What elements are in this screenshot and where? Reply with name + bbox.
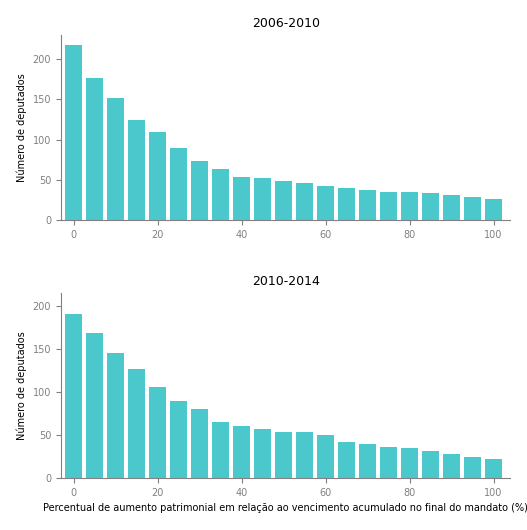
- Bar: [275, 431, 292, 478]
- Bar: [464, 456, 481, 478]
- Y-axis label: Número de deputados: Número de deputados: [17, 73, 27, 182]
- Bar: [380, 192, 397, 220]
- Bar: [443, 454, 461, 478]
- Bar: [359, 444, 376, 478]
- Bar: [86, 333, 103, 478]
- Bar: [191, 161, 208, 220]
- Bar: [253, 429, 271, 478]
- Bar: [359, 190, 376, 220]
- Title: 2010-2014: 2010-2014: [252, 275, 319, 288]
- Bar: [422, 193, 440, 220]
- Bar: [401, 192, 418, 220]
- Bar: [212, 170, 229, 220]
- Bar: [86, 78, 103, 220]
- Bar: [128, 369, 145, 478]
- Bar: [149, 387, 167, 478]
- Bar: [422, 450, 440, 478]
- Bar: [233, 176, 250, 220]
- Bar: [170, 148, 188, 220]
- Bar: [170, 401, 188, 478]
- Bar: [65, 46, 82, 220]
- Bar: [317, 187, 334, 220]
- Bar: [464, 197, 481, 220]
- Bar: [212, 422, 229, 478]
- X-axis label: Percentual de aumento patrimonial em relação ao vencimento acumulado no final do: Percentual de aumento patrimonial em rel…: [43, 504, 527, 514]
- Bar: [107, 98, 124, 220]
- Bar: [338, 188, 355, 220]
- Bar: [253, 178, 271, 220]
- Bar: [149, 131, 167, 220]
- Bar: [233, 427, 250, 478]
- Bar: [317, 435, 334, 478]
- Bar: [107, 353, 124, 478]
- Bar: [65, 314, 82, 478]
- Bar: [296, 183, 314, 220]
- Bar: [275, 181, 292, 220]
- Bar: [380, 447, 397, 478]
- Bar: [443, 195, 461, 220]
- Bar: [191, 409, 208, 478]
- Title: 2006-2010: 2006-2010: [251, 16, 320, 30]
- Bar: [485, 199, 502, 220]
- Bar: [338, 442, 355, 478]
- Bar: [128, 120, 145, 220]
- Y-axis label: Número de deputados: Número de deputados: [17, 331, 27, 440]
- Bar: [485, 459, 502, 478]
- Bar: [296, 432, 314, 478]
- Bar: [401, 448, 418, 478]
